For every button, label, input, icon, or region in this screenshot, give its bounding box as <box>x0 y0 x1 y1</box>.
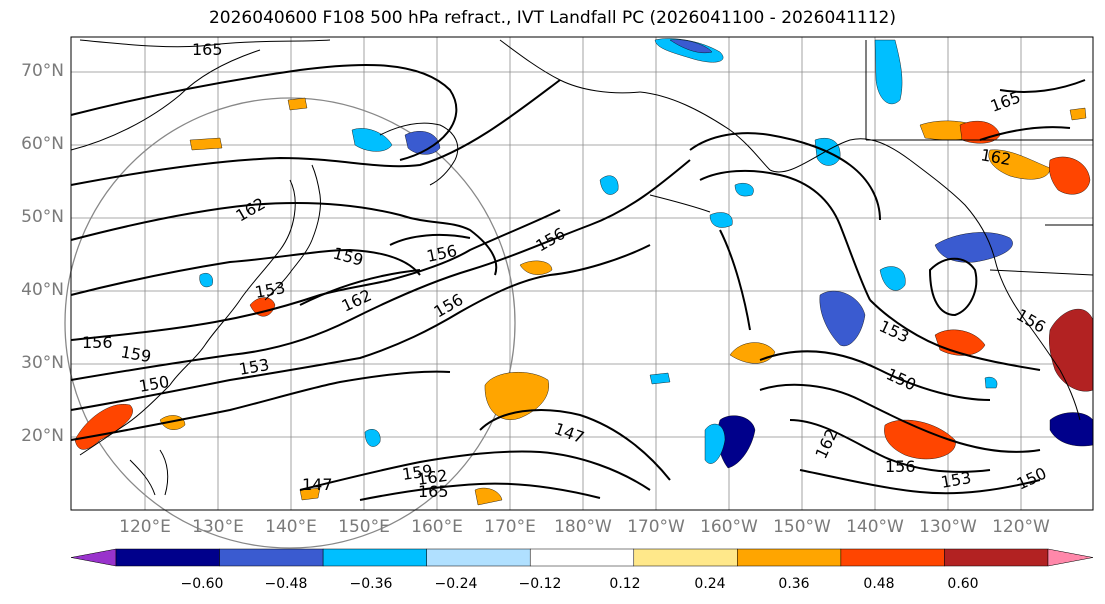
colorbar-tick-label: 0.24 <box>694 576 726 592</box>
anomaly-shading <box>74 38 1094 506</box>
colorbar-segment <box>737 548 842 567</box>
colorbar-tick-label: 0.48 <box>863 576 895 592</box>
lon-label: 120°E <box>119 517 171 537</box>
lat-label: 20°N <box>21 426 64 446</box>
colorbar-segment <box>115 548 220 567</box>
contour-label: 156 <box>885 457 916 476</box>
colorbar-segment <box>633 548 738 567</box>
colorbar-extend-max <box>1047 548 1094 567</box>
colorbar-segment <box>944 548 1049 567</box>
colorbar-tick-label: −0.36 <box>349 576 393 592</box>
map-panel: 165 162 159 156 156 153 162 156 159 156 … <box>64 36 1094 549</box>
colorbar-tick-label: 0.36 <box>778 576 810 592</box>
colorbar-tick-label: −0.60 <box>180 576 224 592</box>
contour-label: 165 <box>418 482 449 501</box>
lon-label: 170°E <box>484 517 536 537</box>
lon-label: 140°E <box>265 517 317 537</box>
colorbar-extend-min <box>70 548 117 567</box>
lat-label: 50°N <box>21 207 64 227</box>
grid-lines <box>71 37 1093 510</box>
contour-label: 162 <box>416 466 449 489</box>
map-frame <box>70 36 1094 511</box>
lon-label: 170°W <box>627 517 685 537</box>
lon-label: 150°W <box>773 517 831 537</box>
height-contours <box>70 63 1086 501</box>
contour-label: 159 <box>401 461 434 484</box>
colorbar <box>70 548 1094 567</box>
lon-label: 180°W <box>554 517 612 537</box>
contour-label-group: 165 162 159 156 156 153 162 156 159 156 … <box>82 40 1049 501</box>
chart-title: 2026040600 F108 500 hPa refract., IVT La… <box>208 8 896 28</box>
colorbar-segment <box>840 548 945 567</box>
colorbar-segment <box>322 548 427 567</box>
lon-label: 160°E <box>411 517 463 537</box>
lat-label: 70°N <box>21 61 64 81</box>
lon-label: 140°W <box>846 517 904 537</box>
lon-label: 130°W <box>919 517 977 537</box>
contour-label: 156 <box>82 333 113 352</box>
colorbar-tick-label: 0.60 <box>947 576 979 592</box>
landfall-region-circle <box>64 97 516 549</box>
contour-label: 165 <box>192 40 223 59</box>
lon-label: 160°W <box>700 517 758 537</box>
colorbar-segment <box>529 548 635 567</box>
contour-label: 147 <box>302 475 333 494</box>
lon-label: 130°E <box>192 517 244 537</box>
lon-label: 150°E <box>338 517 390 537</box>
colorbar-tick-label: −0.48 <box>264 576 308 592</box>
colorbar-tick-label: −0.12 <box>518 576 562 592</box>
lat-label: 40°N <box>21 280 64 300</box>
colorbar-tick-label: 0.12 <box>609 576 641 592</box>
lat-label: 30°N <box>21 353 64 373</box>
colorbar-tick-label: −0.24 <box>434 576 478 592</box>
lon-label: 120°W <box>992 517 1050 537</box>
colorbar-segment <box>426 548 531 567</box>
coastlines <box>70 39 1094 496</box>
lat-label: 60°N <box>21 134 64 154</box>
colorbar-segment <box>219 548 324 567</box>
